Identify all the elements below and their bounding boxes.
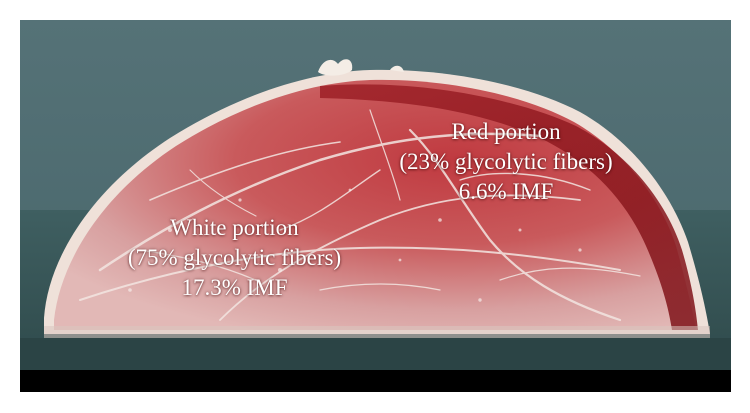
meat-photo-frame: Red portion (23% glycolytic fibers) 6.6%… (20, 20, 731, 392)
red-portion-imf: 6.6% IMF (458, 179, 554, 204)
white-portion-title: White portion (170, 215, 299, 240)
red-portion-fibers: (23% glycolytic fibers) (399, 149, 613, 174)
meat-cross-section-image (20, 20, 731, 392)
white-portion-imf: 17.3% IMF (181, 275, 288, 300)
red-portion-title: Red portion (451, 119, 561, 144)
red-portion-label: Red portion (23% glycolytic fibers) 6.6%… (356, 117, 656, 207)
white-portion-label: White portion (75% glycolytic fibers) 17… (82, 213, 387, 303)
white-portion-fibers: (75% glycolytic fibers) (127, 245, 342, 270)
